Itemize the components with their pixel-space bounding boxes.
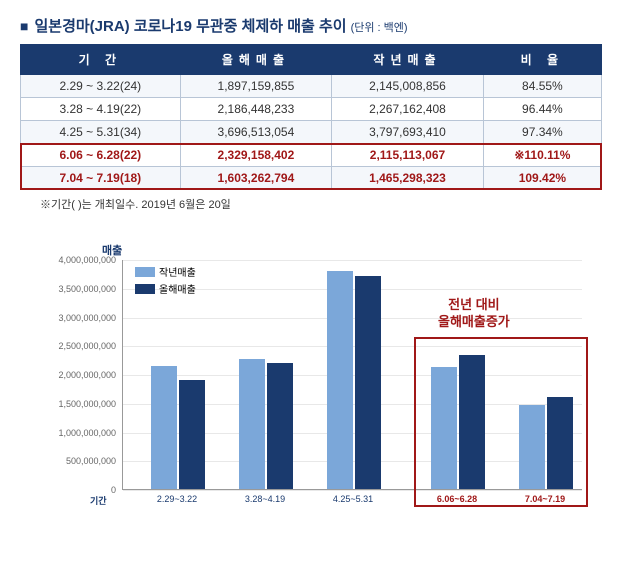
cell-period: 3.28 ~ 4.19(22)	[21, 98, 181, 121]
y-tick-label: 0	[111, 485, 116, 495]
x-tick-label: 7.04~7.19	[510, 494, 580, 504]
legend-swatch-curr	[135, 284, 155, 294]
bar-prev	[327, 271, 353, 489]
col-prev: 작년매출	[332, 45, 484, 75]
bar-group	[143, 366, 213, 489]
bar-prev	[431, 367, 457, 489]
table-row: 2.29 ~ 3.22(24)1,897,159,8552,145,008,85…	[21, 75, 602, 98]
bar-prev	[151, 366, 177, 489]
cell-prev: 2,267,162,408	[332, 98, 484, 121]
col-current: 올해매출	[180, 45, 332, 75]
cell-ratio: 96.44%	[483, 98, 601, 121]
y-tick-label: 500,000,000	[66, 456, 116, 466]
y-tick-label: 3,000,000,000	[58, 313, 116, 323]
y-tick-label: 2,500,000,000	[58, 341, 116, 351]
unit-label: (단위 : 백엔)	[351, 19, 408, 35]
table-row: 4.25 ~ 5.31(34)3,696,513,0543,797,693,41…	[21, 121, 602, 144]
cell-current: 1,603,262,794	[180, 167, 332, 190]
page-title: 일본경마(JRA) 코로나19 무관중 체제하 매출 추이	[34, 15, 346, 36]
cell-ratio: 97.34%	[483, 121, 601, 144]
table-wrapper: 기 간 올해매출 작년매출 비 율 2.29 ~ 3.22(24)1,897,1…	[20, 44, 602, 190]
bar-chart: 매출 0500,000,0001,000,000,0001,500,000,00…	[40, 242, 600, 532]
cell-prev: 2,145,008,856	[332, 75, 484, 98]
cell-period: 7.04 ~ 7.19(18)	[21, 167, 181, 190]
legend-item-prev: 작년매출	[135, 264, 196, 279]
cell-prev: 1,465,298,323	[332, 167, 484, 190]
bar-group	[423, 355, 493, 489]
table-row: 6.06 ~ 6.28(22)2,329,158,4022,115,113,06…	[21, 144, 602, 167]
cell-period: 4.25 ~ 5.31(34)	[21, 121, 181, 144]
x-tick-label: 6.06~6.28	[422, 494, 492, 504]
cell-period: 2.29 ~ 3.22(24)	[21, 75, 181, 98]
col-ratio: 비 율	[483, 45, 601, 75]
bar-group	[319, 271, 389, 489]
bar-curr	[459, 355, 485, 489]
bar-curr	[267, 363, 293, 489]
y-tick-label: 4,000,000,000	[58, 255, 116, 265]
cell-current: 3,696,513,054	[180, 121, 332, 144]
cell-ratio: 84.55%	[483, 75, 601, 98]
bar-curr	[355, 276, 381, 489]
cell-current: 1,897,159,855	[180, 75, 332, 98]
cell-current: 2,329,158,402	[180, 144, 332, 167]
bar-prev	[239, 359, 265, 489]
cell-current: 2,186,448,233	[180, 98, 332, 121]
legend-label-prev: 작년매출	[159, 264, 196, 279]
title-row: ■ 일본경마(JRA) 코로나19 무관중 체제하 매출 추이 (단위 : 백엔…	[20, 15, 602, 36]
footnote: ※기간( )는 개최일수. 2019년 6월은 20일	[40, 196, 602, 212]
sales-table: 기 간 올해매출 작년매출 비 율 2.29 ~ 3.22(24)1,897,1…	[20, 44, 602, 190]
grid-line	[123, 260, 582, 261]
annotation-line1: 전년 대비	[438, 297, 510, 314]
x-tick-label: 2.29~3.22	[142, 494, 212, 504]
y-tick-label: 3,500,000,000	[58, 284, 116, 294]
bar-group	[231, 359, 301, 489]
x-tick-label: 4.25~5.31	[318, 494, 388, 504]
annotation: 전년 대비 올해매출증가	[438, 297, 510, 331]
cell-prev: 3,797,693,410	[332, 121, 484, 144]
bullet: ■	[20, 18, 28, 34]
y-tick-label: 1,000,000,000	[58, 428, 116, 438]
y-axis: 0500,000,0001,000,000,0001,500,000,0002,…	[40, 260, 120, 490]
legend-item-curr: 올해매출	[135, 281, 196, 296]
table-row: 3.28 ~ 4.19(22)2,186,448,2332,267,162,40…	[21, 98, 602, 121]
cell-ratio: 109.42%	[483, 167, 601, 190]
table-row: 7.04 ~ 7.19(18)1,603,262,7941,465,298,32…	[21, 167, 602, 190]
legend: 작년매출 올해매출	[135, 264, 196, 296]
legend-swatch-prev	[135, 267, 155, 277]
bar-curr	[547, 397, 573, 489]
x-axis-title: 기간	[90, 494, 107, 507]
bar-curr	[179, 380, 205, 489]
bar-group	[511, 397, 581, 489]
annotation-line2: 올해매출증가	[438, 314, 510, 331]
bar-prev	[519, 405, 545, 489]
legend-label-curr: 올해매출	[159, 281, 196, 296]
cell-period: 6.06 ~ 6.28(22)	[21, 144, 181, 167]
y-tick-label: 2,000,000,000	[58, 370, 116, 380]
grid-line	[123, 490, 582, 491]
cell-prev: 2,115,113,067	[332, 144, 484, 167]
y-tick-label: 1,500,000,000	[58, 399, 116, 409]
col-period: 기 간	[21, 45, 181, 75]
cell-ratio: ※110.11%	[483, 144, 601, 167]
x-tick-label: 3.28~4.19	[230, 494, 300, 504]
